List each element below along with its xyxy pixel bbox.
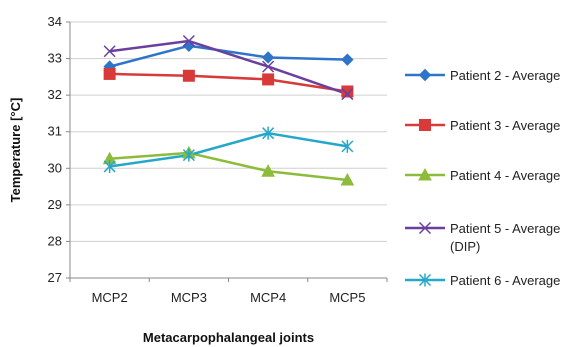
data-point-series-2: [182, 69, 195, 82]
legend-label: (DIP): [450, 239, 480, 254]
data-point-series-4: [341, 88, 354, 101]
series-line-2: [109, 72, 348, 93]
series-markers: [102, 34, 355, 186]
data-point-series-4: [103, 45, 116, 58]
x-tick-label: MCP3: [171, 290, 207, 305]
data-point-series-1: [341, 53, 354, 66]
data-point-series-2: [103, 67, 116, 80]
legend: Patient 2 - Average Patient 3 - Average Pa…: [405, 68, 560, 288]
data-point-series-5: [262, 126, 275, 140]
legend-swatch-marker: [418, 221, 432, 235]
legend-item-1: Patient 2 - Average: [405, 68, 560, 83]
y-tick-label: 33: [48, 51, 62, 66]
series-lines: [109, 39, 348, 182]
legend-label: Patient 2 - Average: [450, 68, 560, 83]
legend-swatch-marker: [419, 119, 431, 131]
data-point-series-2: [262, 73, 275, 86]
axes: 27 28 29 30 31 32 33 34 MCP2 MCP3 MCP4 MCP5: [48, 14, 388, 305]
legend-label: Patient 5 - Average: [450, 221, 560, 236]
legend-item-5: Patient 6 - Average: [405, 273, 560, 288]
data-point-series-5: [341, 139, 354, 153]
y-tick-label: 30: [48, 160, 62, 175]
data-point-series-4: [182, 34, 195, 48]
legend-swatch-marker: [418, 273, 432, 287]
x-tick-label: MCP2: [92, 290, 128, 305]
data-point-series-4: [262, 60, 275, 73]
y-tick-label: 32: [48, 87, 62, 102]
y-axis-title: Temperature [°C]: [8, 98, 23, 203]
legend-item-3: Patient 4 - Average: [405, 167, 560, 183]
data-point-series-1: [261, 51, 275, 64]
legend-label: Patient 4 - Average: [450, 168, 560, 183]
data-point-series-2: [341, 85, 354, 98]
y-tick-label: 31: [48, 124, 62, 139]
y-tick-label: 34: [48, 14, 62, 29]
data-point-series-5: [182, 148, 195, 162]
data-point-series-5: [103, 159, 116, 173]
legend-label: Patient 3 - Average: [450, 118, 560, 133]
y-tick-label: 28: [48, 233, 62, 248]
legend-item-2: Patient 3 - Average: [405, 118, 560, 133]
legend-label: Patient 6 - Average: [450, 273, 560, 288]
legend-swatch-marker: [418, 68, 432, 82]
legend-swatch-marker: [418, 167, 432, 181]
series-line-4: [109, 39, 348, 96]
x-tick-label: MCP4: [250, 290, 286, 305]
y-tick-label: 29: [48, 197, 62, 212]
series-line-5: [109, 131, 348, 168]
gridlines: [70, 21, 387, 279]
y-tick-label: 27: [48, 270, 62, 285]
series-line-3: [109, 151, 348, 182]
x-axis-title: Metacarpophalangeal joints: [143, 330, 314, 345]
series-line-1: [109, 44, 348, 68]
x-tick-label: MCP5: [329, 290, 365, 305]
legend-item-4: Patient 5 - Average (DIP): [405, 221, 560, 254]
data-point-series-3: [261, 164, 275, 177]
data-point-series-3: [340, 172, 355, 186]
